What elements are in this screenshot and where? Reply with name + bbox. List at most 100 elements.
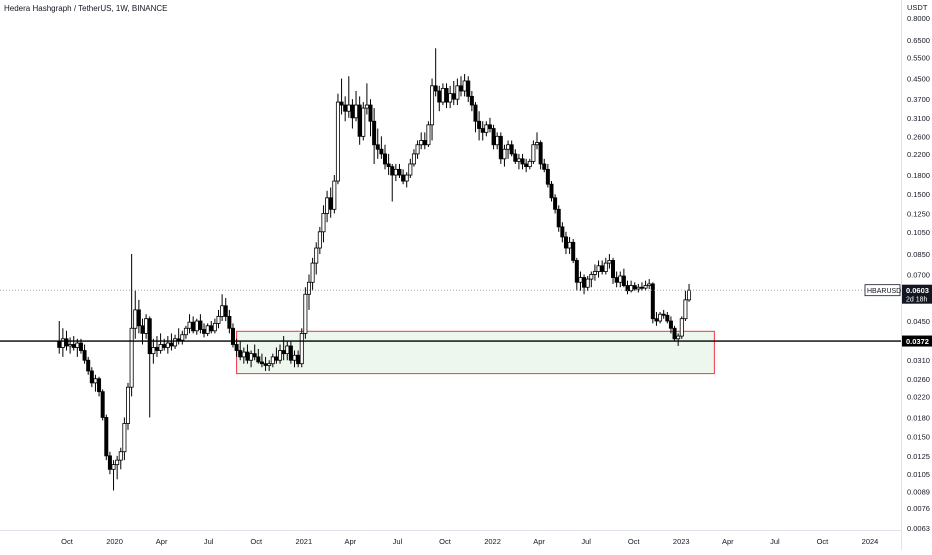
- candle-body-up: [484, 124, 489, 133]
- candle-body-down: [621, 275, 626, 286]
- candle-body-up: [440, 87, 445, 103]
- candle: [368, 99, 373, 137]
- candle-body-down: [556, 208, 561, 228]
- candle: [310, 257, 315, 291]
- candle-body-up: [636, 286, 641, 290]
- candle-body-down: [668, 320, 673, 329]
- candle: [578, 271, 583, 291]
- candle-body-up: [310, 262, 315, 283]
- candle-body-down: [339, 101, 344, 106]
- candle: [212, 318, 217, 334]
- candle: [259, 353, 264, 368]
- candle: [288, 341, 293, 364]
- candle-body-down: [542, 163, 547, 170]
- candle-body-up: [306, 281, 311, 295]
- candle: [173, 334, 178, 349]
- candle: [151, 338, 156, 364]
- y-tick-label: 0.1800: [907, 171, 930, 180]
- candle-body-down: [234, 344, 239, 351]
- currency-label: USDT: [907, 3, 928, 12]
- candle: [516, 153, 521, 170]
- candle-body-up: [430, 85, 435, 126]
- candle-body-down: [375, 144, 380, 150]
- candle: [506, 140, 511, 159]
- candle: [140, 318, 145, 345]
- candle-body-up: [111, 464, 116, 470]
- candle-body-down: [274, 356, 279, 361]
- candle: [404, 172, 409, 188]
- candle-body-down: [632, 285, 637, 290]
- candle-body-up: [303, 293, 308, 334]
- candle: [567, 236, 572, 255]
- candle: [484, 121, 489, 137]
- candle: [683, 290, 688, 322]
- candle-body-up: [629, 285, 634, 292]
- candle: [411, 149, 416, 167]
- support-price-box: [902, 335, 932, 347]
- candle-body-down: [397, 168, 402, 176]
- candle-body-down: [104, 417, 109, 457]
- x-tick-label: Oct: [439, 537, 452, 546]
- candle-body-up: [603, 262, 608, 272]
- candle: [332, 175, 337, 214]
- candle: [430, 78, 435, 141]
- candle-body-down: [520, 158, 525, 165]
- candle: [611, 257, 616, 284]
- candle: [285, 341, 290, 361]
- candle-body-down: [252, 353, 257, 358]
- candle-body-up: [411, 153, 416, 165]
- x-tick-label: 2021: [295, 537, 312, 546]
- candle-body-up: [325, 197, 330, 214]
- candle: [71, 336, 76, 351]
- candle-body-down: [230, 327, 235, 345]
- candle-body-up: [419, 140, 424, 146]
- y-tick-label: 0.1250: [907, 209, 930, 218]
- support-zone[interactable]: [236, 330, 715, 375]
- candle: [122, 417, 127, 461]
- candle: [100, 389, 105, 421]
- candle: [639, 282, 644, 291]
- x-tick-label: Apr: [156, 537, 168, 546]
- countdown-label: 2d 18h: [906, 297, 928, 304]
- y-tick-label: 0.1050: [907, 228, 930, 237]
- candle-body-down: [480, 128, 485, 133]
- candle-body-down: [64, 338, 69, 347]
- candle: [560, 222, 565, 243]
- candle-body-up: [502, 148, 507, 160]
- candle-body-up: [93, 378, 98, 384]
- candle-body-up: [535, 142, 540, 146]
- candle: [126, 382, 131, 430]
- y-tick-label: 0.0063: [907, 524, 930, 533]
- candle-body-up: [408, 163, 413, 176]
- y-tick-label: 0.0850: [907, 250, 930, 259]
- candle: [661, 309, 666, 319]
- candle-body-down: [661, 313, 666, 316]
- candle: [629, 280, 634, 293]
- candle-body-down: [256, 356, 261, 363]
- candle: [643, 280, 648, 291]
- candle: [314, 242, 319, 275]
- candle-body-down: [281, 350, 286, 355]
- candle: [672, 325, 677, 342]
- candle-body-up: [278, 350, 283, 361]
- candle: [469, 90, 474, 112]
- candle-body-up: [151, 347, 156, 355]
- candle: [419, 132, 424, 150]
- x-tick-label: Jul: [581, 537, 591, 546]
- candle: [440, 83, 445, 106]
- y-tick-label: 0.0450: [907, 317, 930, 326]
- candle: [147, 316, 152, 418]
- symbol-title: Hedera Hashgraph / TetherUS, 1W, BINANCE: [4, 4, 168, 13]
- y-tick-label: 0.5500: [907, 53, 930, 62]
- candle-body-up: [249, 353, 254, 361]
- candle: [676, 333, 681, 346]
- candle-body-up: [596, 265, 601, 272]
- candle: [444, 83, 449, 109]
- candle-body-up: [165, 342, 170, 348]
- candle-body-down: [582, 277, 587, 288]
- candle: [281, 336, 286, 361]
- candle-body-down: [89, 370, 94, 384]
- x-tick-label: Apr: [345, 537, 357, 546]
